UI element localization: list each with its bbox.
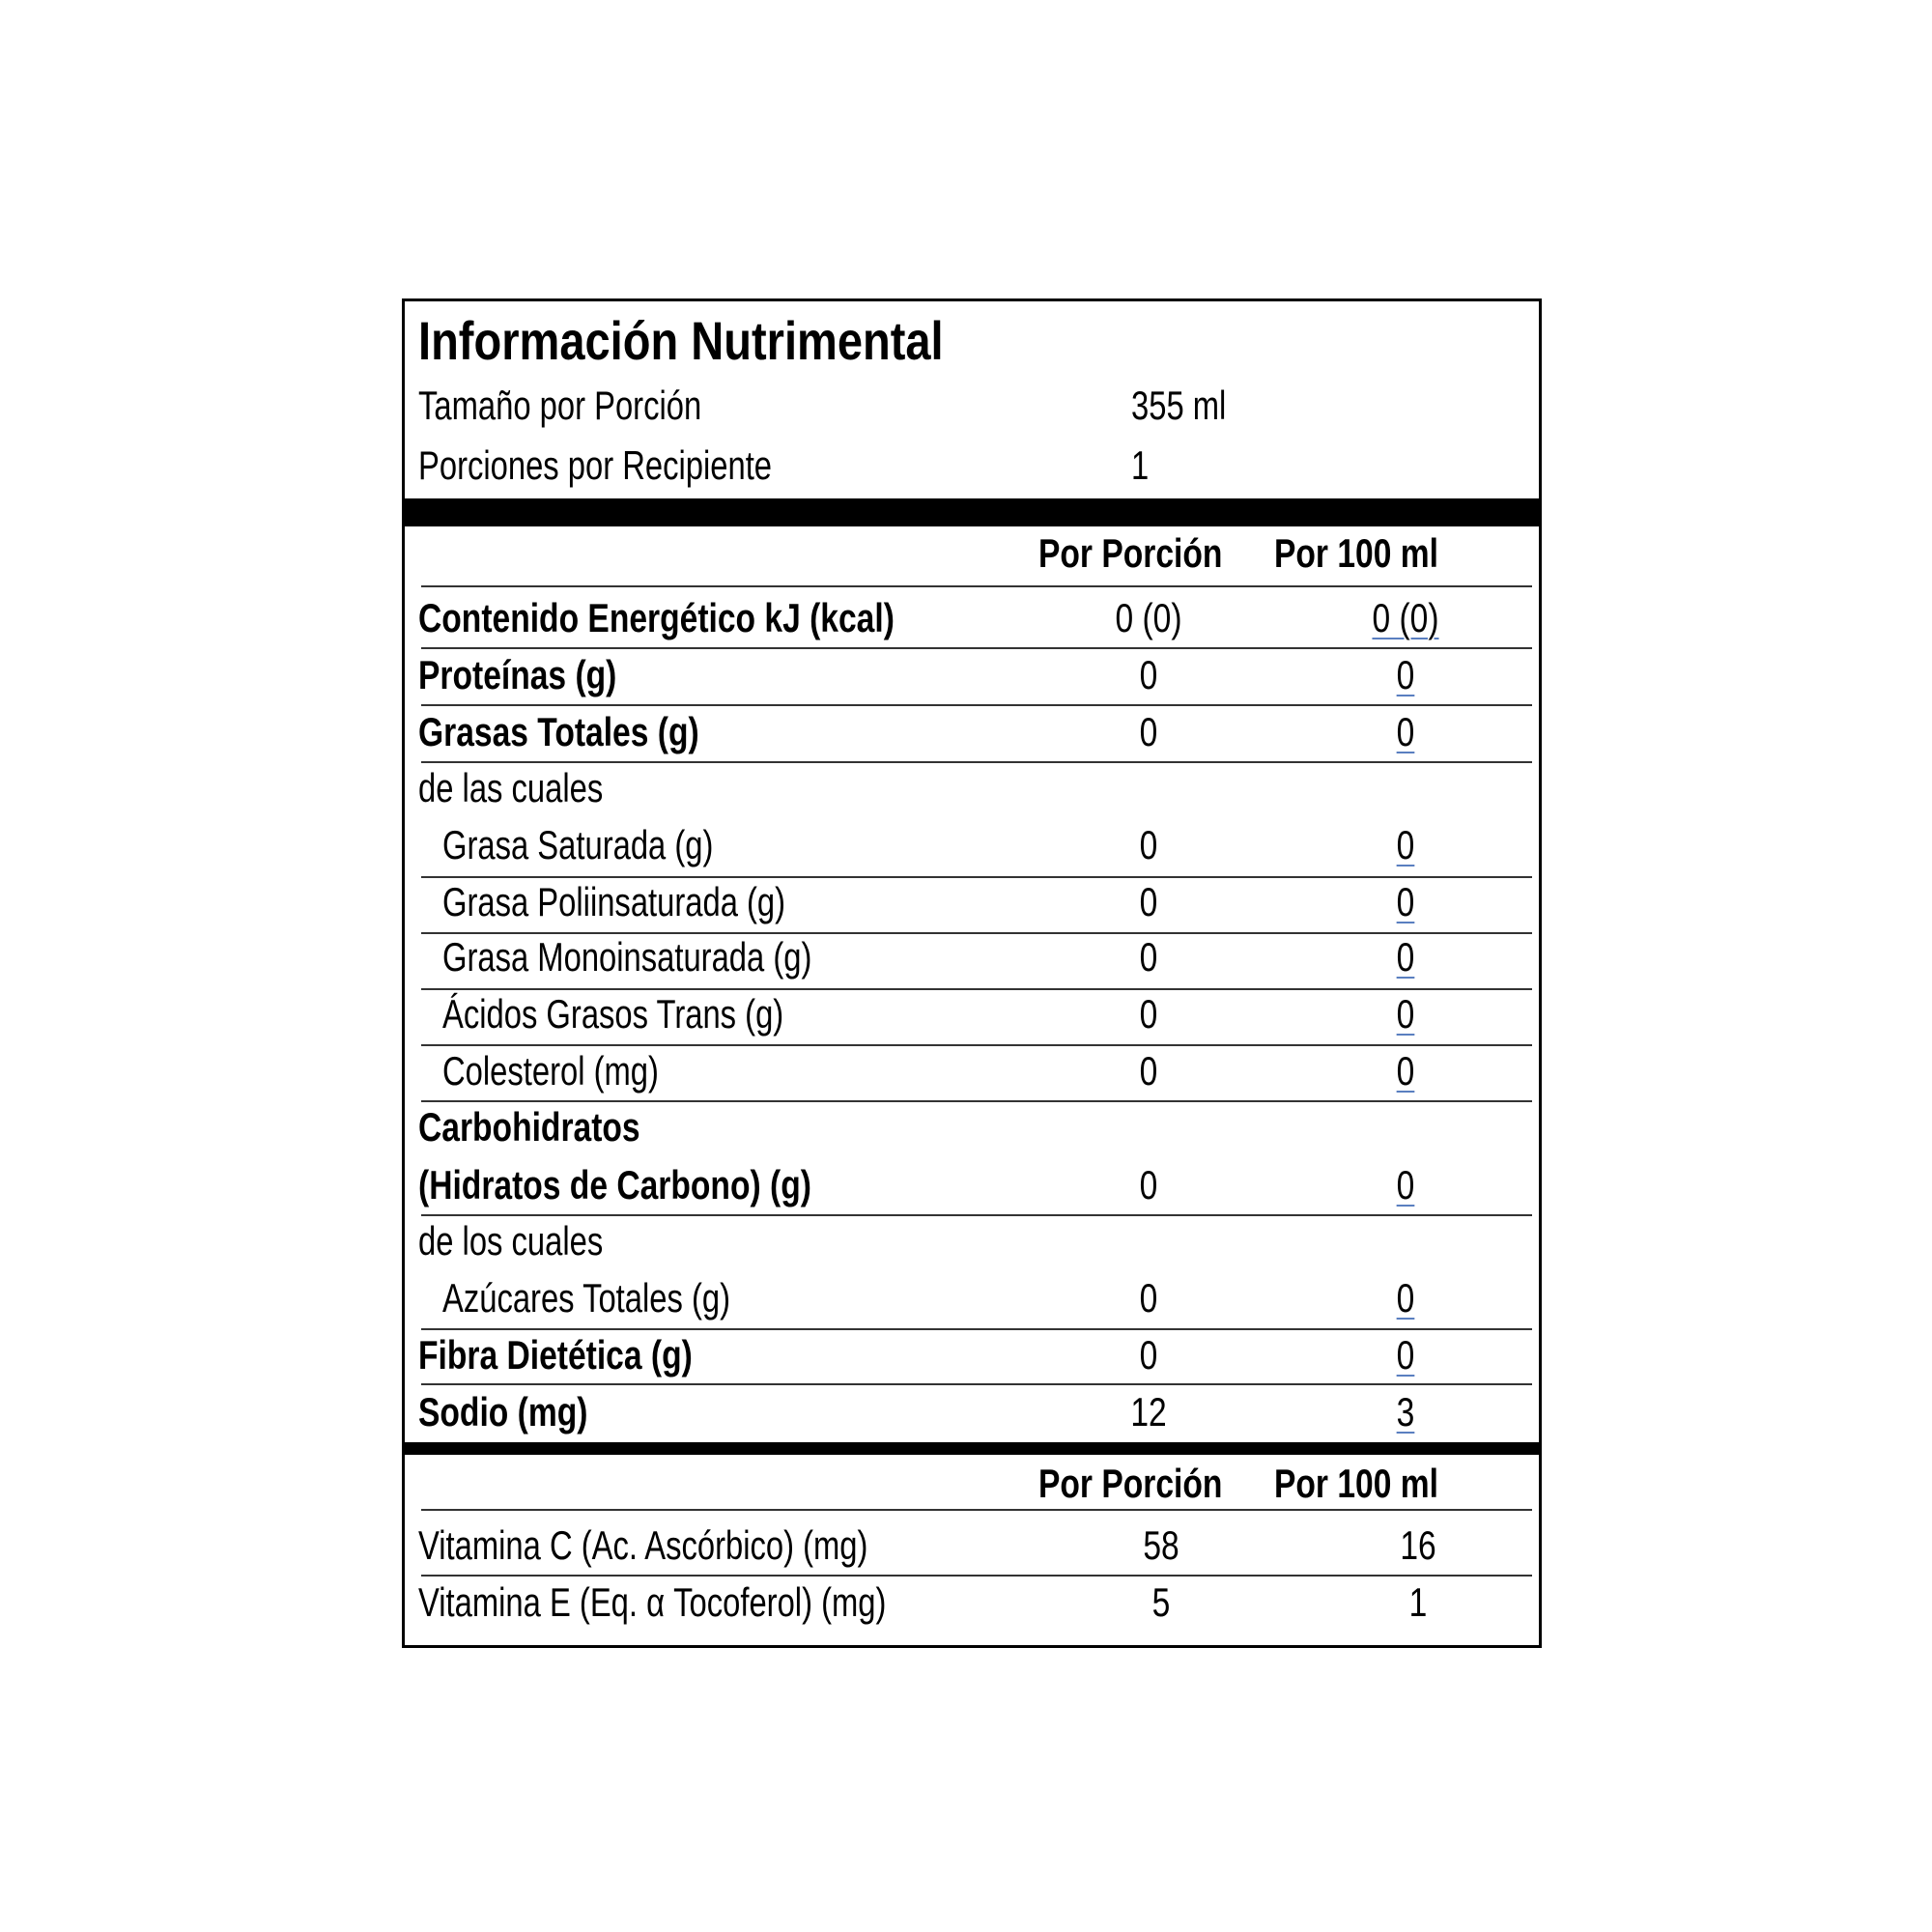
panel-title: Información Nutrimental [418, 310, 944, 371]
nutrient-per-serving-value: 0 (0) [1115, 595, 1182, 640]
nutrient-per-100-value: 0 [1396, 879, 1415, 924]
nutrient-label: de las cuales [418, 765, 604, 810]
nutrient-per-100-value: 0 [1396, 991, 1415, 1037]
divider [421, 876, 1532, 878]
divider [421, 1575, 1532, 1577]
nutrient-label: Grasa Poliinsaturada (g) [442, 879, 786, 924]
nutrient-per-serving-value: 0 [1139, 822, 1158, 867]
divider [421, 647, 1532, 649]
divider [421, 585, 1532, 587]
divider [421, 1509, 1532, 1511]
nutrient-per-100-value: 0 [1396, 1048, 1415, 1094]
divider [421, 1100, 1532, 1102]
nutrient-per-100-value: 3 [1396, 1389, 1415, 1435]
nutrient-per-100-value: 0 [1396, 822, 1415, 867]
vitamins-header-per-100: Por 100 ml [1274, 1461, 1438, 1506]
nutrient-label: Fibra Dietética (g) [418, 1332, 693, 1378]
thick-divider [405, 498, 1539, 526]
vitamins-header-per-serving: Por Porción [1038, 1461, 1223, 1506]
nutrient-per-100-value: 0 [1396, 709, 1415, 754]
nutrient-per-serving-value: 0 [1139, 1275, 1158, 1321]
nutrient-label: Grasas Totales (g) [418, 709, 699, 754]
divider [421, 761, 1532, 763]
nutrient-label: de los cuales [418, 1218, 604, 1264]
divider [421, 1214, 1532, 1216]
nutrient-label: Azúcares Totales (g) [442, 1275, 731, 1321]
nutrient-per-100-value: 0 [1396, 1162, 1415, 1208]
nutrient-per-100-value: 0 (0) [1372, 595, 1439, 640]
serving-size-label: Tamaño por Porción [418, 383, 702, 428]
vitamin-per-serving-value: 58 [1143, 1522, 1179, 1568]
nutrition-facts-panel: Información Nutrimental Tamaño por Porci… [402, 298, 1542, 1648]
column-header-per-serving: Por Porción [1038, 530, 1223, 576]
nutrient-per-serving-value: 0 [1139, 1048, 1158, 1094]
nutrient-per-serving-value: 0 [1139, 1332, 1158, 1378]
nutrient-per-100-value: 0 [1396, 1275, 1415, 1321]
servings-per-container-label: Porciones por Recipiente [418, 442, 773, 488]
nutrient-label: (Hidratos de Carbono) (g) [418, 1162, 811, 1208]
vitamin-label: Vitamina C (Ac. Ascórbico) (mg) [418, 1522, 868, 1568]
vitamin-label: Vitamina E (Eq. α Tocoferol) (mg) [418, 1579, 887, 1625]
nutrient-per-100-value: 0 [1396, 934, 1415, 980]
nutrient-label: Grasa Saturada (g) [442, 822, 714, 867]
divider [421, 1383, 1532, 1385]
divider [421, 1328, 1532, 1330]
nutrient-per-serving-value: 0 [1139, 1162, 1158, 1208]
nutrient-label: Contenido Energético kJ (kcal) [418, 595, 895, 640]
serving-size-value: 355 ml [1131, 383, 1227, 428]
servings-per-container-value: 1 [1131, 442, 1150, 488]
vitamin-per-serving-value: 5 [1151, 1579, 1171, 1625]
nutrient-label: Ácidos Grasos Trans (g) [442, 991, 784, 1037]
nutrient-per-serving-value: 0 [1139, 879, 1158, 924]
nutrient-label: Proteínas (g) [418, 652, 617, 697]
divider [421, 932, 1532, 934]
nutrient-per-100-value: 0 [1396, 652, 1415, 697]
vitamin-per-100-value: 1 [1408, 1579, 1428, 1625]
nutrient-per-100-value: 0 [1396, 1332, 1415, 1378]
nutrient-per-serving-value: 0 [1139, 652, 1158, 697]
nutrient-per-serving-value: 0 [1139, 991, 1158, 1037]
nutrient-per-serving-value: 0 [1139, 709, 1158, 754]
nutrient-per-serving-value: 12 [1130, 1389, 1167, 1435]
vitamin-per-100-value: 16 [1400, 1522, 1436, 1568]
nutrient-label: Sodio (mg) [418, 1389, 588, 1435]
divider [421, 704, 1532, 706]
column-header-per-100: Por 100 ml [1274, 530, 1438, 576]
nutrient-label: Carbohidratos [418, 1104, 640, 1150]
nutrient-label: Grasa Monoinsaturada (g) [442, 934, 812, 980]
thick-divider [405, 1442, 1539, 1455]
nutrient-per-serving-value: 0 [1139, 934, 1158, 980]
divider [421, 1044, 1532, 1046]
nutrient-label: Colesterol (mg) [442, 1048, 659, 1094]
divider [421, 988, 1532, 990]
